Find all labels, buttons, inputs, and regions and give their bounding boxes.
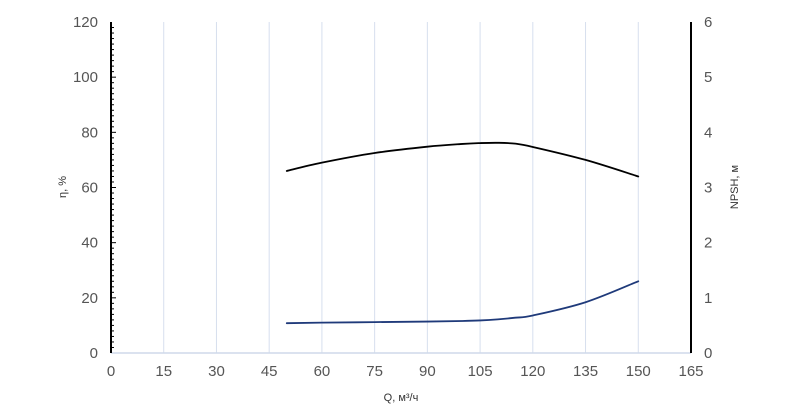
x-tick-label: 75 [366,363,383,380]
x-tick-label: 120 [520,363,545,380]
left-tick-label: 80 [81,124,98,141]
left-tick-label: 20 [81,290,98,307]
left-tick-label: 40 [81,235,98,252]
right-tick-label: 5 [704,69,712,86]
right-tick-label: 6 [704,14,712,31]
x-tick-label: 165 [678,363,703,380]
right-tick-label: 3 [704,180,712,197]
x-tick-label: 90 [419,363,436,380]
right-tick-label: 4 [704,124,712,141]
x-tick-label: 0 [107,363,115,380]
x-tick-label: 60 [314,363,331,380]
x-axis-label: Q, м³/ч [384,392,419,404]
x-tick-label: 15 [155,363,172,380]
right-tick-label: 1 [704,290,712,307]
x-tick-label: 150 [626,363,651,380]
left-tick-label: 0 [90,345,98,362]
x-tick-label: 30 [208,363,225,380]
right-tick-label: 0 [704,345,712,362]
right-axis-label: NPSH, м [729,165,741,209]
x-tick-label: 105 [468,363,493,380]
series-line-npsh [285,280,640,325]
axis-ticks: 0 15 30 45 60 75 90 105 120 135 150 165020406080100… [73,14,712,380]
left-tick-label: 120 [73,14,98,31]
x-tick-label: 45 [261,363,278,380]
left-axis-label: η, % [57,176,69,198]
left-tick-label: 60 [81,180,98,197]
right-tick-label: 2 [704,235,712,252]
gridlines [163,22,639,353]
series-group [285,141,640,325]
left-tick-label: 100 [73,69,98,86]
series-line-efficiency [285,141,640,178]
x-tick-label: 135 [573,363,598,380]
